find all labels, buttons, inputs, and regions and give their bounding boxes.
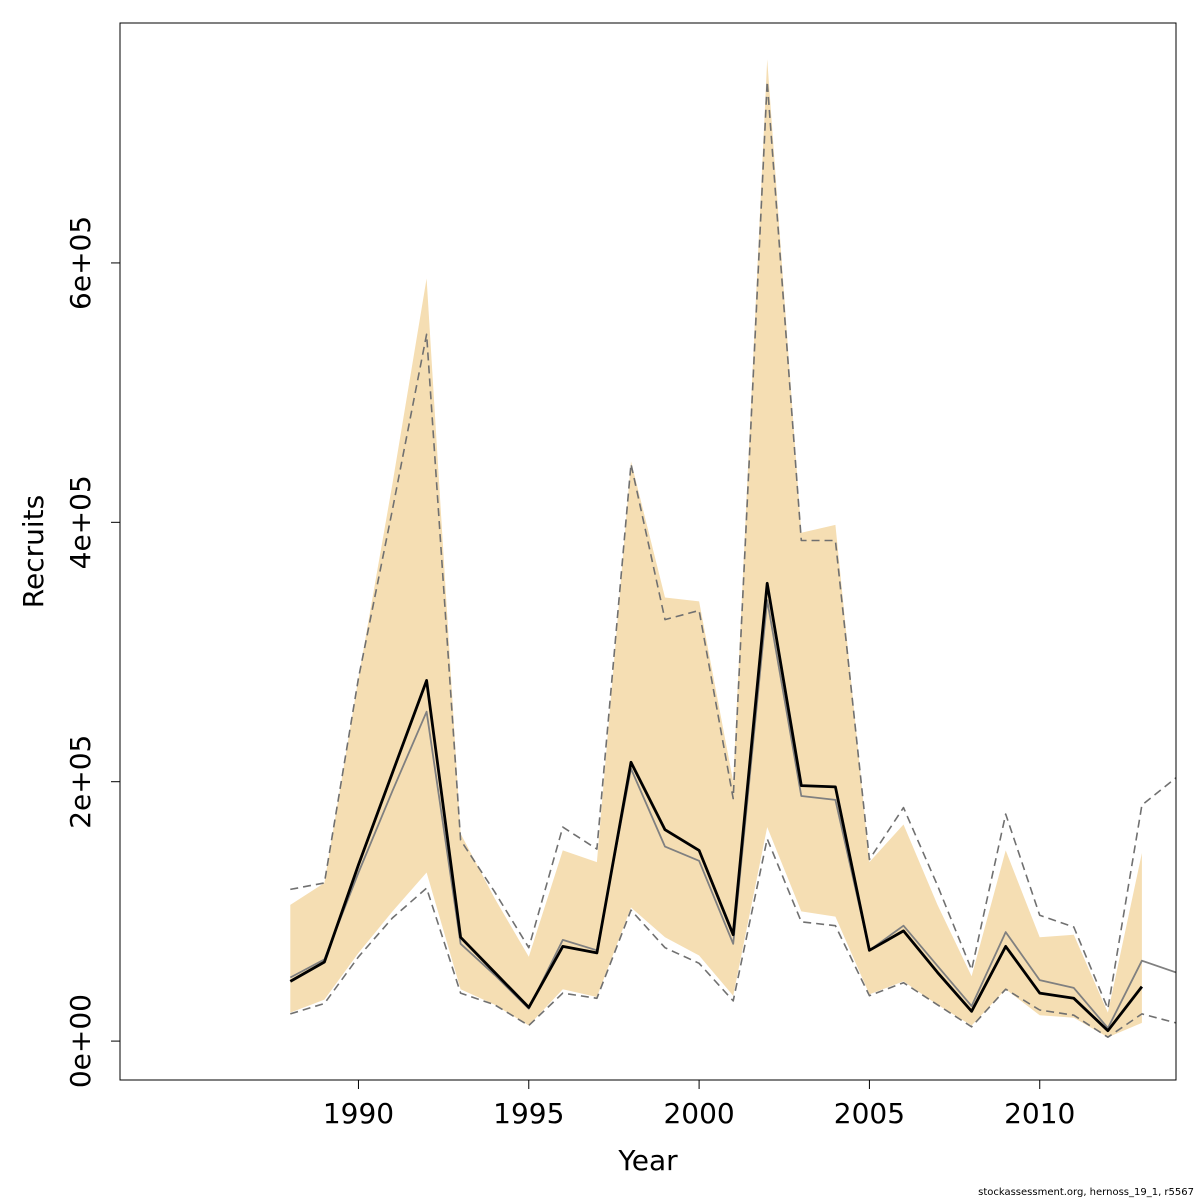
y-tick-label: 6e+05 (64, 216, 97, 310)
series-lines-layer (289, 80, 1176, 1038)
secondary-estimate-line (289, 599, 1176, 1029)
plot-frame (119, 22, 1177, 1081)
y-axis-label: Recruits (17, 495, 50, 608)
main-estimate-line (289, 581, 1144, 1033)
y-tick-label: 4e+05 (64, 475, 97, 569)
footer-credit: stockassessment.org, hernoss_19_1, r5567 (978, 1187, 1194, 1198)
x-tick-label: 2005 (834, 1097, 905, 1130)
x-tick-label: 2010 (1004, 1097, 1075, 1130)
confidence-band (290, 59, 1142, 1038)
x-axis-label: Year (617, 1144, 678, 1177)
upper-interval-line (290, 80, 1176, 1010)
x-axis: 1990 1995 2000 2005 2010 (323, 1080, 1075, 1130)
y-axis: 0e+00 2e+05 4e+05 6e+05 (64, 216, 120, 1088)
x-tick-label: 1990 (323, 1097, 394, 1130)
confidence-band-layer (290, 59, 1142, 1038)
y-tick-label: 0e+00 (64, 994, 97, 1088)
y-tick-label: 2e+05 (64, 735, 97, 829)
x-tick-label: 1995 (493, 1097, 564, 1130)
lower-interval-line (290, 837, 1176, 1038)
x-tick-label: 2000 (663, 1097, 734, 1130)
